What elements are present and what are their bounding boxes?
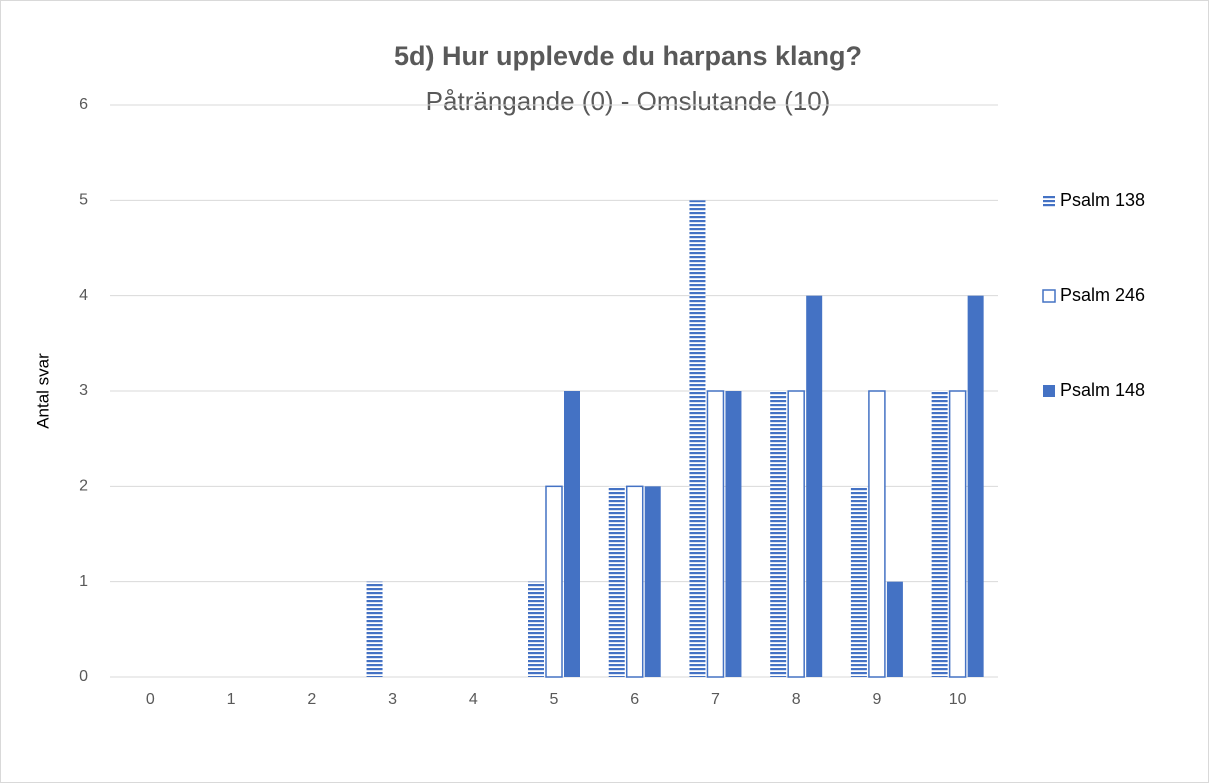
x-tick-label: 1 xyxy=(227,691,236,708)
y-tick-label: 3 xyxy=(79,382,88,399)
bar xyxy=(625,485,644,678)
bar xyxy=(689,200,706,678)
bar xyxy=(644,486,661,677)
y-tick-label: 6 xyxy=(79,96,88,113)
bar xyxy=(564,391,580,677)
bar xyxy=(608,486,625,677)
y-tick-label: 0 xyxy=(79,668,88,685)
bar xyxy=(948,390,967,678)
bar xyxy=(545,485,563,678)
y-tick-label: 2 xyxy=(79,478,88,495)
x-tick-label: 5 xyxy=(550,691,559,708)
x-tick-label: 7 xyxy=(711,691,720,708)
x-tick-label: 3 xyxy=(388,691,397,708)
bar xyxy=(868,390,886,678)
bar xyxy=(366,581,383,677)
bar xyxy=(967,295,984,677)
x-tick-label: 4 xyxy=(469,691,478,708)
chart-title: 5d) Hur upplevde du harpans klang? xyxy=(394,41,862,71)
y-tick-label: 5 xyxy=(79,192,88,209)
legend-swatch xyxy=(1042,289,1056,303)
bar xyxy=(770,391,787,677)
bar xyxy=(931,391,948,677)
bar xyxy=(725,391,742,677)
bar xyxy=(787,390,805,678)
x-tick-label: 6 xyxy=(630,691,639,708)
bar xyxy=(528,581,544,677)
x-tick-label: 2 xyxy=(307,691,316,708)
bar xyxy=(706,390,725,678)
bar xyxy=(850,486,867,677)
legend-label: Psalm 148 xyxy=(1060,380,1145,400)
legend-swatch xyxy=(1043,385,1055,397)
legend-label: Psalm 246 xyxy=(1060,285,1145,305)
bar xyxy=(806,295,823,677)
chart-subtitle: Påträngande (0) - Omslutande (10) xyxy=(426,86,831,116)
y-tick-label: 4 xyxy=(79,287,88,304)
y-tick-label: 1 xyxy=(79,573,88,590)
x-tick-label: 0 xyxy=(146,691,155,708)
legend-label: Psalm 138 xyxy=(1060,190,1145,210)
x-tick-label: 8 xyxy=(792,691,801,708)
y-axis-label: Antal svar xyxy=(33,353,52,429)
bar xyxy=(886,581,903,677)
x-tick-label: 10 xyxy=(949,691,967,708)
legend-swatch xyxy=(1043,195,1055,207)
x-tick-label: 9 xyxy=(872,691,881,708)
